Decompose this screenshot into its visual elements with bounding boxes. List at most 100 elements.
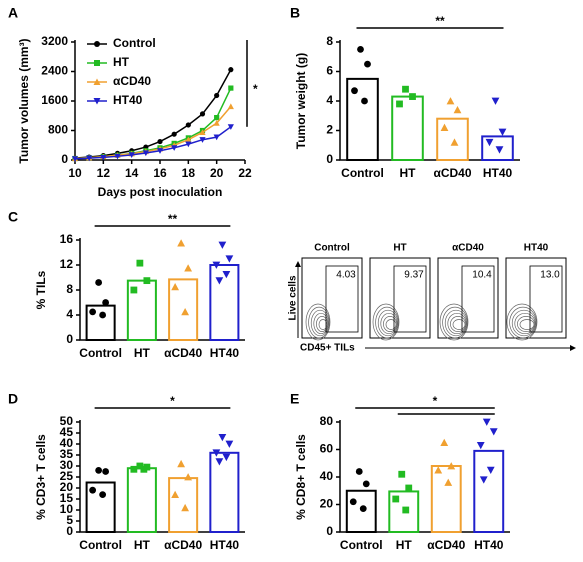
marker	[225, 255, 234, 263]
marker	[102, 468, 110, 475]
contour	[506, 303, 538, 341]
panel-label: E	[290, 391, 299, 407]
marker	[95, 279, 103, 286]
flow-title: HT	[393, 243, 406, 254]
flow-frame	[505, 257, 567, 339]
y-tick-label: 25	[60, 469, 74, 483]
y-tick-label: 12	[60, 257, 74, 271]
contour	[385, 319, 397, 330]
sig-label: *	[170, 394, 175, 408]
marker	[199, 111, 206, 117]
marker	[94, 60, 100, 66]
marker	[143, 277, 151, 285]
marker	[142, 150, 149, 157]
marker	[99, 491, 107, 498]
y-tick-label: 50	[60, 414, 74, 428]
gate	[461, 265, 495, 333]
marker	[362, 480, 370, 488]
marker	[184, 264, 193, 272]
contour	[383, 316, 397, 332]
marker	[434, 466, 443, 474]
bar	[436, 117, 469, 161]
y-tick-label: 35	[60, 447, 74, 461]
x-tick-label: αCD40	[433, 166, 471, 180]
marker	[398, 470, 406, 478]
marker	[93, 78, 101, 85]
marker	[157, 138, 163, 145]
marker	[140, 465, 148, 473]
marker	[491, 97, 500, 105]
marker	[218, 241, 227, 249]
marker	[95, 467, 103, 474]
marker	[114, 153, 121, 160]
marker	[485, 138, 494, 147]
marker	[171, 282, 180, 291]
marker	[185, 122, 191, 128]
marker	[222, 453, 231, 462]
x-tick-label: HT	[396, 538, 413, 552]
marker	[213, 120, 220, 126]
sig-label: *	[433, 394, 438, 408]
flow-frame	[369, 257, 431, 339]
marker	[489, 428, 498, 436]
x-axis-title: Days post inoculation	[98, 185, 223, 199]
marker	[100, 154, 107, 161]
contour	[452, 319, 466, 330]
y-tick-label: 15	[60, 491, 74, 505]
marker	[392, 495, 400, 503]
y-tick-label: 16	[60, 232, 74, 246]
y-tick-label: 1600	[41, 93, 68, 107]
marker	[364, 60, 371, 68]
marker	[177, 459, 186, 468]
x-tick-label: Control	[79, 346, 122, 360]
contour	[439, 303, 469, 341]
y-tick-label: 800	[48, 123, 68, 137]
marker	[171, 490, 180, 498]
panel-label: D	[8, 391, 18, 407]
contour	[511, 309, 537, 337]
marker	[450, 138, 459, 146]
marker	[409, 93, 416, 100]
x-tick-label: 20	[210, 166, 224, 180]
y-tick-label: 20	[60, 480, 74, 494]
marker	[215, 458, 224, 466]
x-tick-label: 10	[68, 166, 82, 180]
gate	[529, 265, 563, 333]
legend-label: HT	[113, 55, 130, 69]
x-tick-label: Control	[79, 538, 122, 552]
contour	[372, 303, 400, 341]
marker	[402, 506, 410, 514]
line	[74, 106, 232, 160]
marker	[482, 418, 491, 426]
x-tick-label: 12	[97, 166, 111, 180]
y-tick-label: 8	[66, 282, 73, 296]
y-tick-label: 10	[60, 502, 74, 516]
x-tick-label: 14	[125, 166, 139, 180]
legend-label: Control	[113, 36, 156, 50]
marker	[199, 129, 206, 135]
y-tick-label: 45	[60, 425, 74, 439]
marker	[214, 92, 220, 99]
flow-title: HT40	[524, 243, 549, 254]
y-tick-label: 30	[60, 458, 74, 472]
x-tick-label: HT40	[474, 538, 504, 552]
marker	[213, 134, 220, 141]
y-tick-label: 40	[60, 436, 74, 450]
gate	[325, 265, 359, 333]
marker	[214, 114, 220, 121]
x-tick-label: Control	[341, 166, 384, 180]
marker	[89, 308, 97, 316]
contour	[313, 312, 329, 335]
marker	[218, 434, 227, 442]
gate-value: 10.4	[472, 270, 492, 281]
x-tick-label: αCD40	[427, 538, 465, 552]
bar	[345, 489, 377, 533]
marker	[495, 146, 504, 154]
marker	[171, 131, 177, 137]
y-tick-label: 0	[66, 524, 73, 538]
marker	[185, 141, 192, 148]
contour	[377, 309, 399, 337]
flow-x-title: CD45+ TILs	[300, 343, 355, 354]
legend-label: HT40	[113, 93, 143, 107]
